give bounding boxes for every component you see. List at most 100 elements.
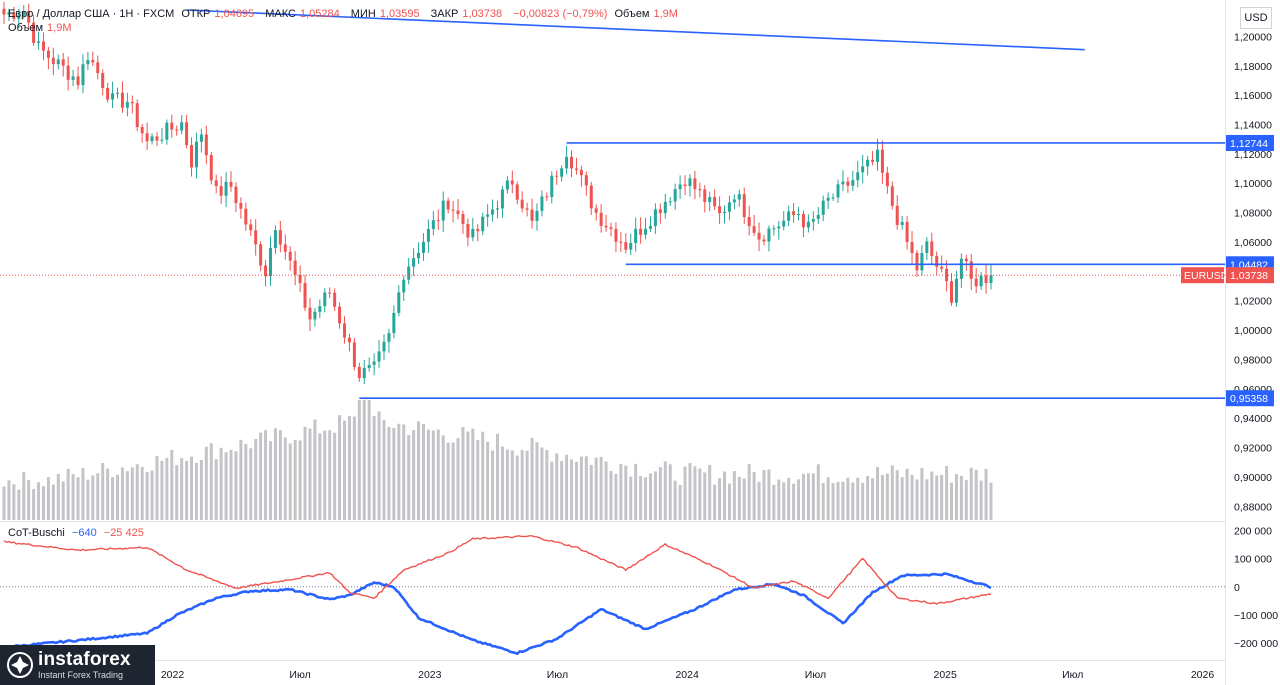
candle-body [629, 243, 633, 250]
candle-body [343, 323, 347, 338]
volume-bar [456, 438, 460, 520]
volume-bar [762, 470, 766, 520]
candle-body [762, 239, 766, 242]
volume-bar [249, 448, 253, 520]
volume-bar [66, 468, 70, 520]
series-name-label: EURUSD [1184, 270, 1229, 282]
candle-body [866, 159, 870, 167]
price-tick-label: 0,88000 [1234, 501, 1272, 513]
volume-bar [505, 449, 509, 520]
candle-body [723, 211, 727, 214]
currency-button[interactable]: USD [1240, 7, 1272, 29]
volume-bar [935, 475, 939, 520]
price-tick-label: 1,20000 [1234, 31, 1272, 43]
candle-body [900, 221, 904, 225]
high-label: МАКС [265, 8, 296, 20]
volume-bar [441, 435, 445, 520]
trendline [186, 9, 1085, 51]
candle-body [594, 208, 598, 213]
volume-bar [757, 481, 761, 520]
volume-bar [693, 466, 697, 520]
volume-bar [185, 460, 189, 520]
volume-bar [797, 479, 801, 520]
volume-bar [135, 464, 139, 520]
volume-bar [318, 433, 322, 520]
volume-bar [545, 450, 549, 520]
volume-bar [130, 467, 134, 520]
candle-body [377, 351, 381, 362]
volume-bar [229, 449, 233, 520]
time-tick-label: Июл [289, 669, 310, 681]
candle-body [930, 241, 934, 257]
volume-bar [530, 437, 534, 520]
volume-bar [219, 447, 223, 520]
volume-bar [801, 474, 805, 520]
volume-bar [950, 482, 954, 520]
candle-body [318, 306, 322, 312]
volume-bar [851, 482, 855, 520]
volume-bar [658, 467, 662, 520]
volume-bar [268, 441, 272, 520]
last-price-tag [1226, 267, 1274, 284]
volume-bar [974, 469, 978, 520]
volume-bar [841, 481, 845, 520]
candle-body [298, 274, 302, 284]
volume-bar [46, 477, 50, 520]
volume-bar [767, 469, 771, 520]
volume-bar [703, 472, 707, 520]
candle-body [708, 197, 712, 203]
candle-body [540, 196, 544, 211]
candle-body [510, 180, 514, 185]
candle-body [441, 200, 445, 221]
candle-body [160, 139, 164, 141]
candle-body [431, 220, 435, 229]
candle-body [101, 73, 105, 88]
volume-value: 1,9M [653, 8, 678, 20]
volume-bar [940, 474, 944, 520]
candle-body [648, 225, 652, 229]
candle-body [496, 208, 499, 210]
candle-body [545, 196, 549, 198]
candle-body [471, 228, 475, 238]
volume-bar [565, 454, 569, 520]
volume-bar [727, 483, 731, 520]
change-value: −0,00823 (−0,79%) [513, 8, 608, 20]
candle-body [170, 122, 174, 130]
volume-bar [915, 479, 919, 520]
volume-bar [861, 482, 865, 520]
close-value: 1,03738 [462, 8, 503, 20]
candle-body [959, 258, 963, 279]
candle-body [841, 181, 845, 185]
candle-body [219, 186, 223, 196]
volume-bar [293, 439, 297, 520]
volume-bar [496, 433, 499, 520]
volume-bar [525, 450, 529, 520]
candle-body [333, 292, 337, 307]
candle-body [486, 214, 490, 217]
candle-body [456, 210, 460, 215]
volume-bar [387, 426, 391, 520]
volume-bar [846, 477, 850, 520]
volume-bar [476, 439, 480, 520]
volume-bar [377, 411, 381, 520]
candle-body [111, 93, 115, 100]
candle-body [935, 256, 939, 267]
candle-body [190, 145, 194, 168]
candle-body [180, 122, 184, 131]
volume-bar [930, 471, 934, 520]
volume-bar [412, 430, 416, 520]
candle-body [683, 184, 687, 187]
level-price-label: 0,95358 [1230, 393, 1268, 405]
volume-bar [86, 479, 90, 520]
candle-body [555, 175, 559, 177]
volume-bar [486, 441, 490, 520]
volume-bar [787, 477, 791, 520]
volume-bar [481, 431, 485, 520]
volume-bar [920, 467, 924, 520]
close-label: ЗАКР [430, 8, 459, 20]
candle-body [397, 292, 401, 313]
candle-body [96, 62, 100, 74]
open-value: 1,04695 [214, 8, 255, 20]
volume-bar [194, 462, 198, 520]
